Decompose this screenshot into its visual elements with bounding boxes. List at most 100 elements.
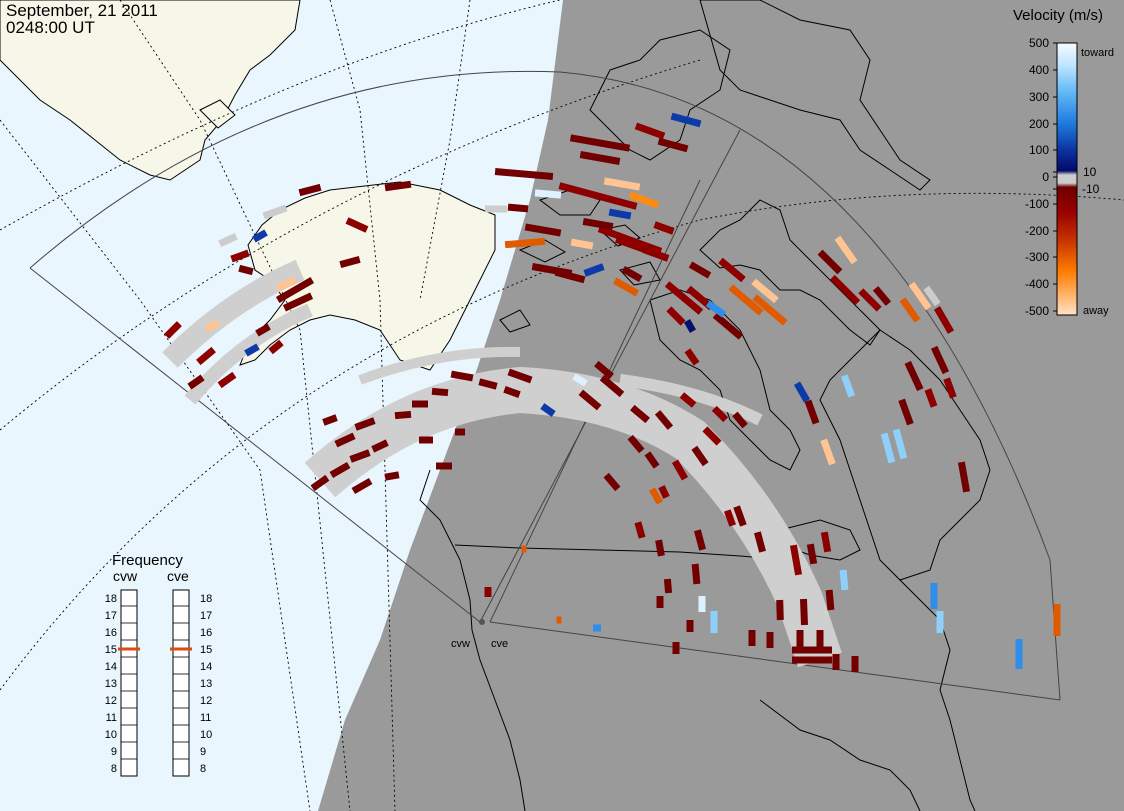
canada-us-border (454, 544, 791, 561)
velocity-vector (583, 263, 605, 277)
frequency-scale-box (172, 589, 190, 777)
velocity-vector (298, 183, 322, 197)
colorbar-tick-label: -400 (1025, 277, 1049, 291)
velocity-vector (820, 438, 836, 466)
velocity-vector (262, 204, 288, 220)
velocity-vector (634, 521, 646, 539)
frequency-scale-box (120, 589, 138, 777)
colorbar-tick-label: -300 (1025, 250, 1049, 264)
velocity-vector (507, 203, 529, 213)
velocity-vector (752, 294, 788, 326)
velocity-vector (684, 348, 700, 366)
velocity-vector (349, 449, 371, 463)
velocity-vector (569, 134, 631, 152)
velocity-vector (930, 345, 950, 375)
velocity-vector (218, 233, 238, 247)
velocity-vector (898, 398, 914, 426)
frequency-tick-label: 16 (200, 627, 212, 639)
velocity-vector (817, 249, 843, 275)
frequency-tick-label: 9 (111, 746, 117, 758)
velocity-vector (634, 122, 666, 140)
ground-scatter-band (184, 303, 313, 405)
velocity-vector (621, 265, 643, 283)
longitude-line (119, 0, 351, 811)
velocity-vector (384, 180, 412, 192)
velocity-vector (702, 426, 722, 446)
velocity-vector (712, 312, 744, 340)
longitude-line (329, 0, 396, 811)
velocity-vector (572, 373, 588, 387)
archipelago-1 (538, 189, 601, 216)
colorbar-tick-label: 300 (1029, 90, 1049, 104)
velocity-vector (880, 432, 896, 464)
velocity-vector (238, 264, 254, 276)
fov-east-edge (489, 621, 1061, 701)
velocity-vector (354, 417, 376, 431)
velocity-vector (899, 297, 921, 323)
velocity-vector (217, 371, 237, 389)
velocity-vector (872, 286, 892, 306)
velocity-vector (793, 381, 811, 403)
velocity-vector (603, 177, 641, 191)
greenland-coast (699, 0, 931, 191)
velocity-vector (648, 487, 664, 505)
velocity-vector (507, 368, 533, 384)
velocity-vector (187, 374, 205, 390)
ground-scatter (162, 259, 842, 668)
frequency-tick-label: 13 (200, 678, 212, 690)
ground-scatter-band (358, 346, 521, 385)
west-coast (419, 469, 526, 811)
velocity-vector (204, 319, 220, 333)
colorbar-title: Velocity (m/s) (1013, 7, 1103, 24)
velocity-vector (524, 223, 562, 237)
frequency-tick-label: 8 (111, 763, 117, 775)
velocity-vector (705, 300, 727, 318)
away-label: away (1083, 305, 1109, 317)
velocity-vector (268, 339, 284, 355)
velocity-vector (789, 544, 803, 576)
station-cvw-marker (479, 619, 485, 625)
frequency-tick-label: 16 (105, 627, 117, 639)
velocity-vector (957, 461, 971, 493)
velocity-vector (751, 278, 779, 304)
fov-outer-arc (29, 70, 1061, 701)
ground-scatter-band (619, 374, 763, 426)
velocity-vector (196, 346, 216, 366)
colorbar-tick-label: 0 (1042, 170, 1049, 184)
archipelago-4 (499, 309, 531, 333)
velocity-vector (252, 229, 268, 243)
velocity-vector (904, 360, 924, 392)
frequency-tick-label: 14 (200, 661, 212, 673)
velocity-vector (933, 306, 955, 334)
velocity-vector (164, 321, 182, 339)
colorbar-tick-label: -100 (1025, 197, 1049, 211)
hudson-bay-coast (649, 289, 801, 471)
siberia-landmass (0, 0, 301, 181)
velocity-vector (603, 472, 621, 492)
velocity-vector (345, 217, 369, 233)
velocity-vector (924, 388, 938, 408)
velocity-vector (244, 343, 260, 357)
velocity-vector (923, 285, 941, 307)
ground-scatter-band (304, 366, 842, 668)
frequency-tick-label: 10 (105, 729, 117, 741)
velocity-vector (494, 168, 554, 180)
velocity-vector (654, 410, 674, 430)
frequency-panel: Frequency cvw cve 1817161514131211109818… (105, 552, 212, 777)
longitude-line (419, 0, 471, 301)
velocity-vector (688, 261, 712, 279)
east-coast (899, 579, 976, 811)
velocity-vector (683, 319, 697, 333)
colorbar-tick-label: -500 (1025, 304, 1049, 318)
velocity-vector (732, 411, 748, 429)
date-label: September, 21 2011 (6, 1, 158, 20)
frequency-scales: 18 17 16 15 14 13 12 11 10 9 8 18 17 16 15 14 13 12 11 10 9 8 (105, 589, 212, 777)
velocity-vector (612, 277, 640, 297)
velocity-vector (384, 471, 400, 481)
frequency-tick-label: 8 (200, 763, 206, 775)
velocity-vector (724, 509, 736, 527)
velocity-vector (754, 531, 766, 553)
velocity-vector (578, 389, 602, 411)
velocity-vector (664, 281, 704, 315)
